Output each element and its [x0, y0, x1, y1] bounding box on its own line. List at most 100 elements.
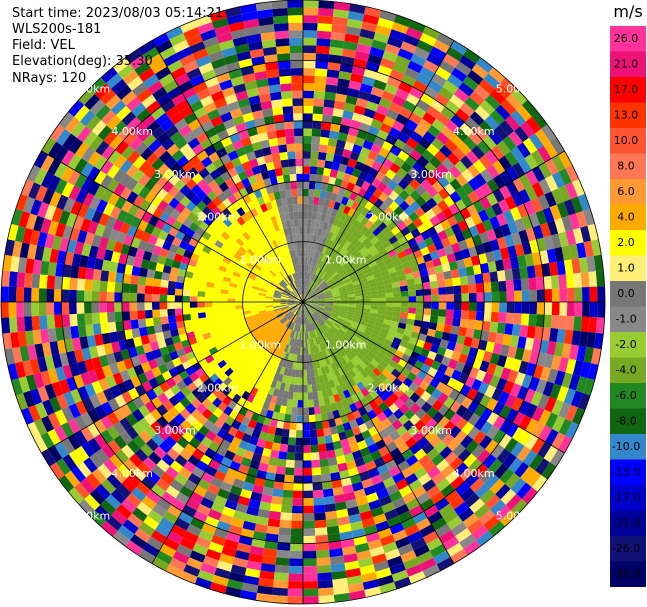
range-gate: [451, 67, 468, 83]
range-gate: [344, 223, 353, 233]
range-gate: [434, 240, 444, 251]
range-gate: [312, 284, 319, 291]
range-gate: [340, 302, 349, 305]
range-gate: [321, 262, 328, 271]
range-gate: [479, 100, 496, 116]
range-gate: [336, 85, 349, 96]
range-gate: [409, 189, 421, 201]
range-gate: [410, 53, 427, 67]
range-gate: [577, 193, 591, 212]
range-gate: [357, 36, 374, 47]
range-gate: [366, 256, 375, 265]
range-gate: [397, 48, 414, 61]
range-gate: [342, 261, 350, 269]
range-gate: [350, 274, 359, 281]
range-gate: [493, 125, 509, 141]
range-gate: [378, 293, 386, 299]
range-gate: [307, 249, 312, 258]
range-gate: [328, 199, 336, 209]
range-gate: [454, 199, 467, 212]
range-gate: [355, 97, 369, 109]
range-gate: [335, 194, 344, 204]
range-gate: [317, 23, 333, 32]
range-gate: [391, 240, 402, 250]
range-gate: [347, 207, 356, 217]
range-gate: [317, 278, 324, 286]
range-gate: [416, 295, 424, 302]
range-gate: [388, 190, 399, 202]
range-gate: [347, 293, 356, 298]
colorbar-label: -21.0: [612, 517, 640, 530]
range-gate: [475, 222, 487, 235]
range-gate: [463, 257, 473, 268]
range-gate: [317, 151, 327, 161]
range-gate: [343, 278, 352, 284]
range-gate: [420, 190, 433, 203]
range-gate: [384, 83, 399, 96]
range-gate: [416, 73, 432, 87]
range-gate: [310, 158, 318, 167]
range-gate: [475, 243, 486, 256]
range-gate: [335, 139, 346, 149]
range-gate: [343, 102, 356, 113]
range-gate: [563, 199, 576, 216]
range-gate: [390, 254, 400, 263]
range-gate: [443, 170, 456, 184]
range-gate: [354, 289, 363, 294]
range-gate: [583, 240, 594, 258]
range-gate: [369, 213, 379, 224]
range-gate: [400, 307, 409, 314]
range-gate: [327, 61, 341, 71]
range-gate: [345, 95, 358, 106]
range-gate: [310, 219, 316, 228]
range-gate: [313, 285, 320, 292]
range-gate: [315, 267, 321, 276]
range-gate: [496, 212, 508, 227]
range-gate: [534, 264, 544, 278]
range-gate: [303, 286, 305, 295]
range-gate: [316, 45, 330, 55]
range-gate: [460, 155, 474, 169]
range-gate: [440, 237, 452, 248]
range-gate: [432, 257, 442, 267]
range-gate: [463, 48, 481, 64]
range-gate: [521, 241, 532, 255]
range-gate: [324, 238, 331, 247]
range-gate: [438, 302, 447, 310]
range-gate: [306, 226, 311, 235]
range-gate: [513, 279, 522, 291]
range-gate: [487, 261, 497, 273]
range-gate: [370, 290, 379, 295]
range-gate: [385, 306, 394, 312]
range-gate: [468, 292, 477, 302]
range-gate: [437, 230, 448, 241]
range-gate: [326, 266, 334, 274]
range-gate: [514, 290, 522, 302]
range-gate: [428, 273, 438, 282]
range-gate: [369, 286, 378, 292]
colorbar-label: 2.0: [617, 236, 635, 249]
range-gate: [367, 244, 377, 254]
range-gate: [324, 214, 331, 224]
range-gate: [306, 280, 310, 288]
range-gate: [453, 88, 470, 103]
range-gate: [446, 294, 454, 302]
range-gate: [364, 200, 375, 211]
range-gate: [368, 194, 379, 205]
range-gate: [318, 7, 334, 17]
range-gate: [412, 270, 422, 279]
range-gate: [374, 256, 384, 265]
range-gate: [344, 232, 352, 241]
range-gate: [303, 45, 317, 54]
range-gate: [370, 86, 385, 98]
range-gate: [409, 178, 421, 190]
range-gate: [506, 290, 515, 302]
range-gate: [303, 151, 311, 159]
range-gate: [412, 161, 425, 173]
range-gate: [353, 283, 362, 289]
range-gate: [448, 203, 460, 216]
range-gate: [381, 90, 396, 102]
range-gate: [421, 149, 435, 162]
range-gate: [373, 240, 383, 249]
range-gate: [473, 159, 487, 174]
